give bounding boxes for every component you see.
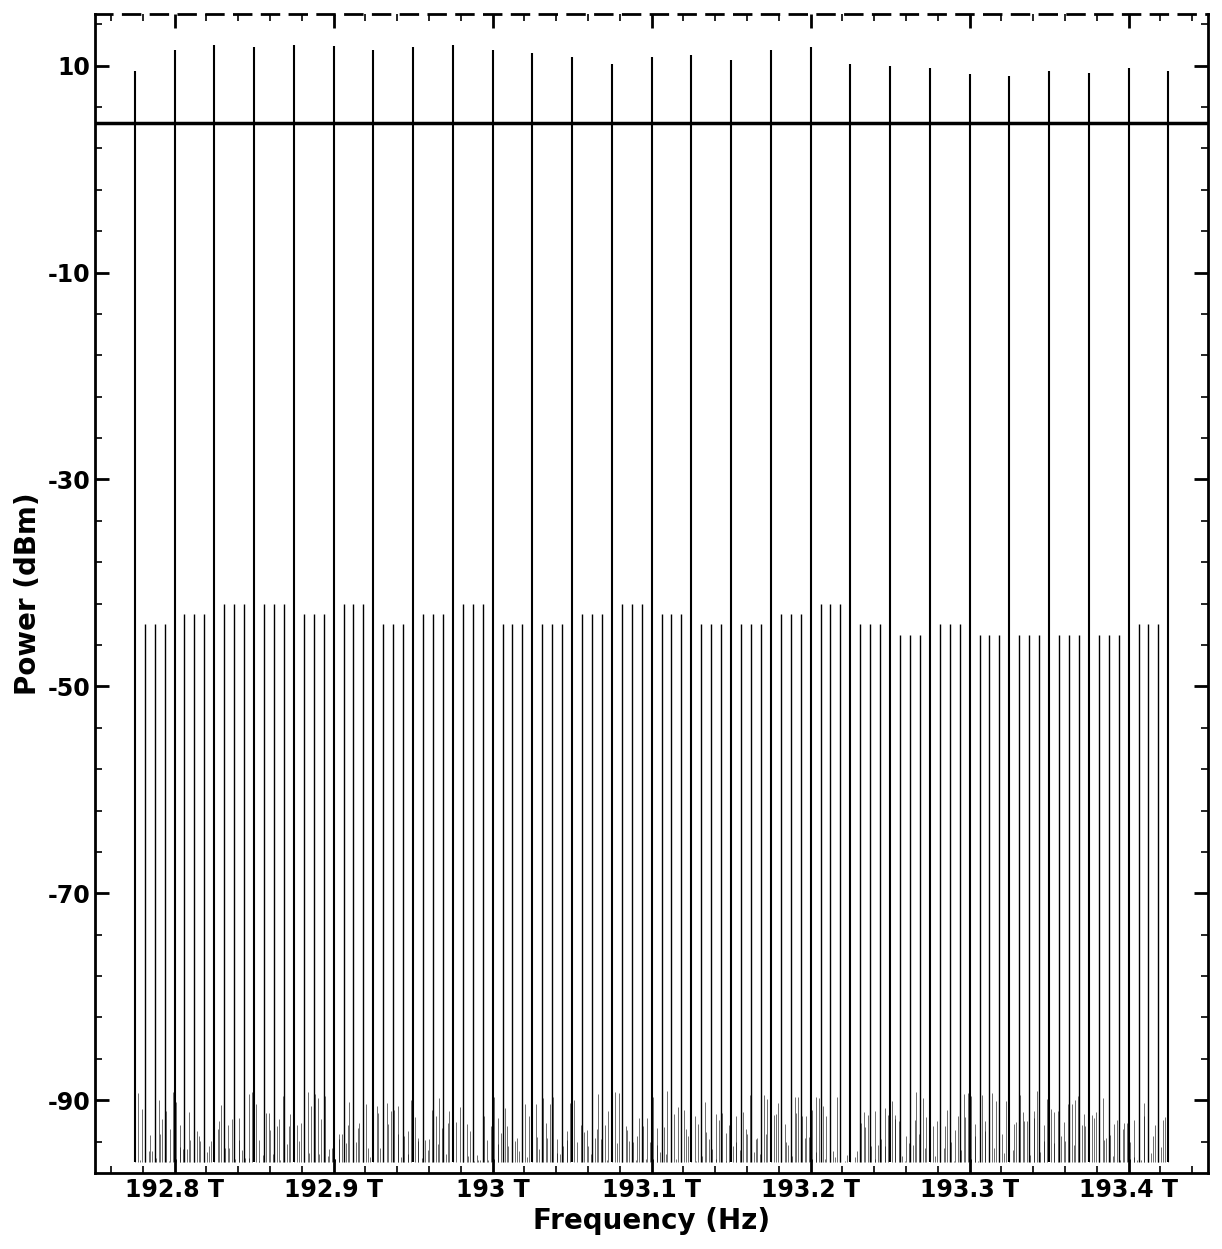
Y-axis label: Power (dBm): Power (dBm) <box>13 492 42 694</box>
X-axis label: Frequency (Hz): Frequency (Hz) <box>533 1207 770 1235</box>
